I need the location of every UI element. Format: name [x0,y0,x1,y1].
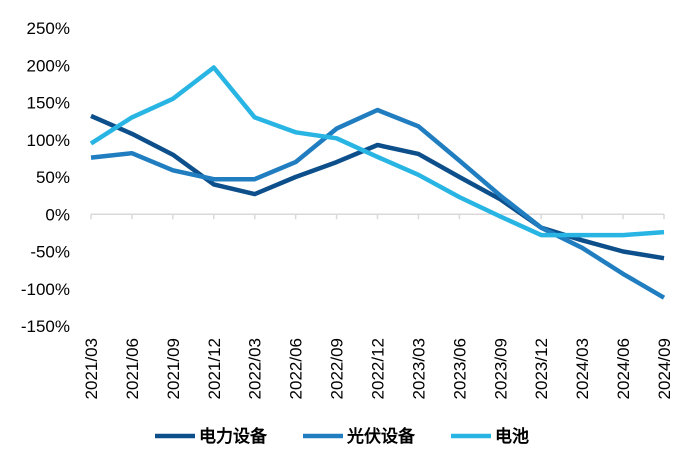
x-tick-label: 2024/09 [655,338,674,399]
x-tick-label: 2023/03 [409,338,428,399]
x-tick-label: 2021/09 [164,338,183,399]
legend-label-1: 光伏设备 [346,426,416,447]
legend: 电力设备 光伏设备 电池 [155,426,529,447]
y-tick-label: 0% [45,205,70,224]
y-tick-label: -150% [21,317,70,336]
x-tick-label: 2022/06 [287,338,306,399]
x-tick-label: 2023/12 [532,338,551,399]
y-axis-ticks: 250% 200% 150% 100% 50% 0% -50% -100% -150% [21,19,70,336]
x-tick-label: 2021/12 [205,338,224,399]
y-tick-label: 50% [36,168,70,187]
series-line-1 [90,107,666,300]
series-lines [89,65,666,300]
series-line-2 [89,65,665,238]
x-tick-label: 2022/12 [369,338,388,399]
y-tick-label: -100% [21,280,70,299]
x-tick-label: 2021/03 [82,338,101,399]
y-tick-label: 200% [27,56,70,75]
y-tick-label: -50% [30,243,70,262]
y-tick-label: 250% [27,19,70,38]
x-tick-label: 2022/09 [328,338,347,399]
y-tick-label: 100% [27,131,70,150]
x-tick-label: 2022/03 [246,338,265,399]
legend-label-2: 电池 [495,426,529,447]
y-tick-label: 150% [27,94,70,113]
x-tick-label: 2023/06 [450,338,469,399]
x-tick-label: 2024/06 [614,338,633,399]
legend-label-0: 电力设备 [199,426,268,447]
x-tick-label: 2023/09 [491,338,510,399]
x-axis-ticks: 2021/03 2021/06 2021/09 2021/12 2022/03 2022/… [82,338,674,399]
x-tick-label: 2024/03 [573,338,592,399]
x-tick-label: 2021/06 [123,338,142,399]
